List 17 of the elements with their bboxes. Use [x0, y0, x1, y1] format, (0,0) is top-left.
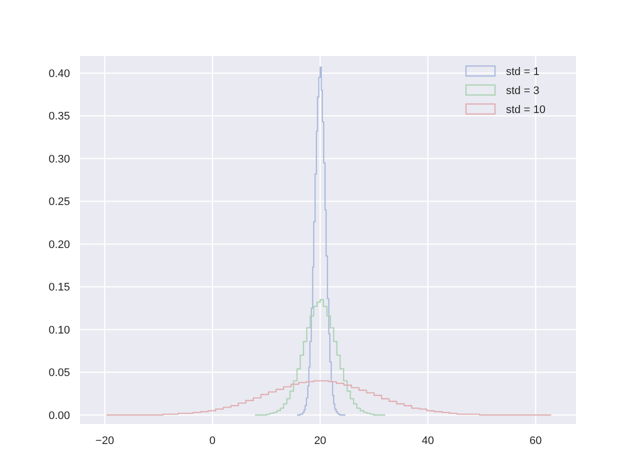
x-tick-label: −20: [95, 435, 114, 447]
x-tick-label: 0: [209, 435, 216, 447]
y-tick-label: 0.15: [48, 282, 70, 294]
y-tick-label: 0.35: [48, 110, 70, 123]
x-tick-label: 40: [422, 435, 434, 447]
legend-label: std = 3: [506, 84, 540, 97]
x-tick-label: 20: [314, 435, 326, 447]
y-tick-label: 0.40: [48, 68, 70, 80]
legend-label: std = 1: [506, 66, 540, 78]
y-tick-label: 0.25: [48, 196, 70, 208]
y-tick-label: 0.00: [48, 410, 70, 422]
y-tick-label: 0.05: [48, 367, 70, 380]
legend-label: std = 10: [506, 104, 546, 116]
y-tick-label: 0.20: [48, 238, 70, 251]
y-tick-label: 0.10: [48, 324, 70, 336]
x-tick-label: 60: [529, 435, 542, 447]
y-tick-label: 0.30: [48, 153, 70, 166]
